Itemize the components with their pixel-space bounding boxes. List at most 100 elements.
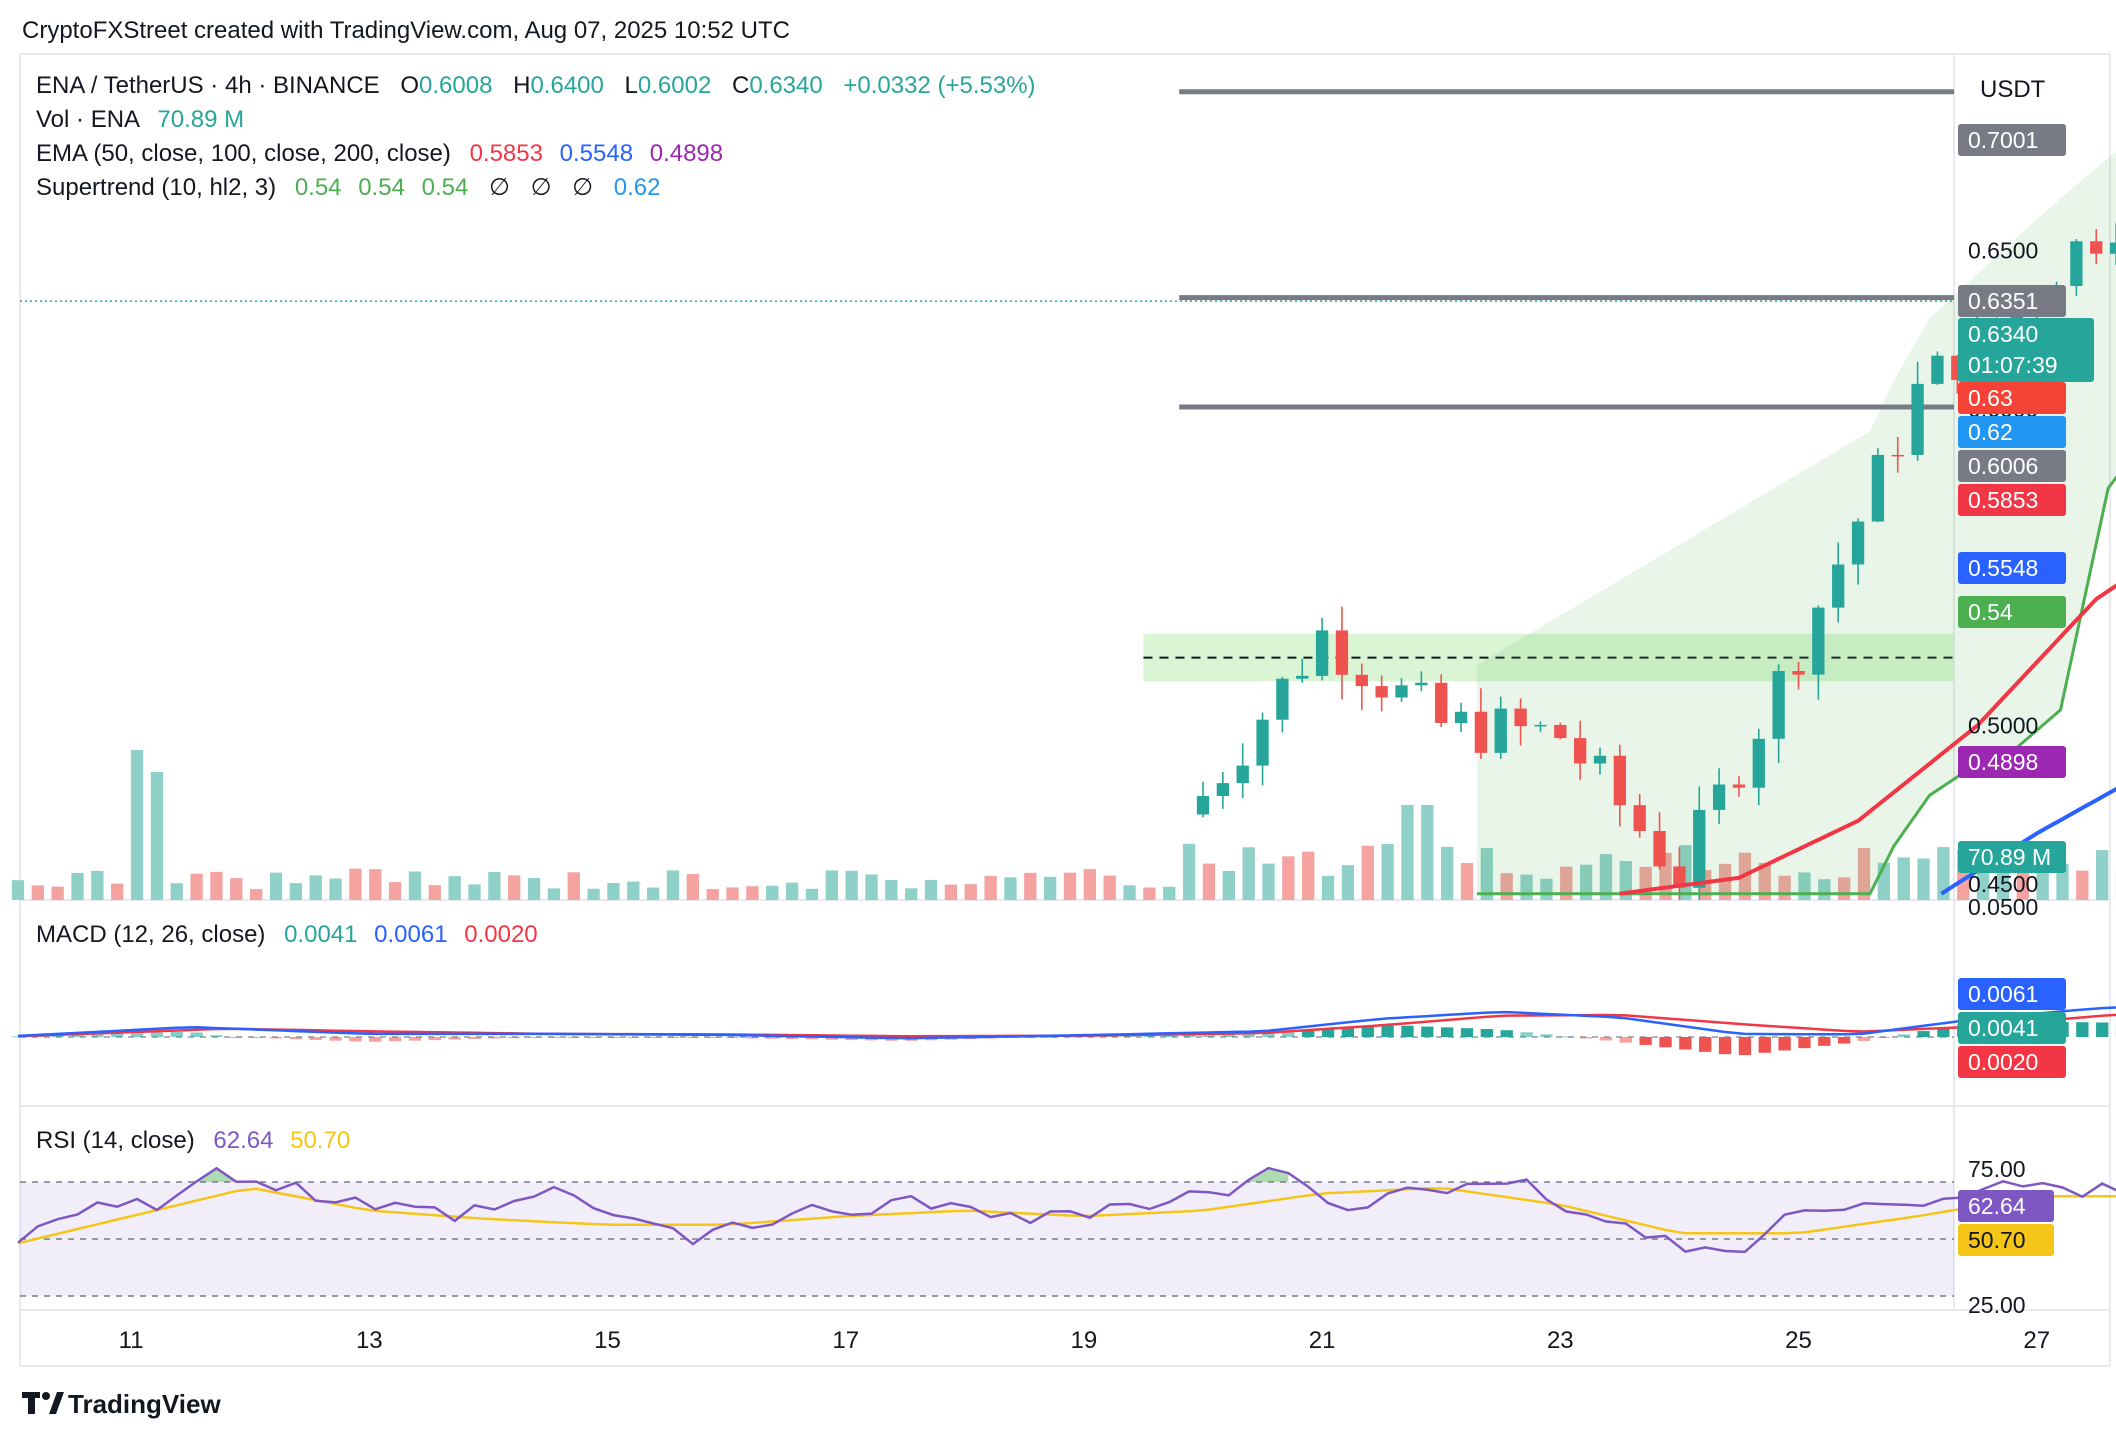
volume-bar <box>1222 870 1235 900</box>
currency-label[interactable]: USDT <box>1980 76 2046 103</box>
macd-hist-bar <box>686 1037 700 1038</box>
legend-supertrend-value-6: ∅ <box>572 174 593 201</box>
time-axis-label: 19 <box>1071 1327 1098 1354</box>
macd-hist-bar <box>250 1037 263 1038</box>
volume-bar <box>1619 861 1632 900</box>
volume-bar <box>686 874 700 900</box>
volume-bar <box>627 881 640 900</box>
volume-bar <box>349 868 362 900</box>
time-axis-label: 25 <box>1785 1327 1812 1354</box>
price-badge <box>1958 596 2066 628</box>
candle-body <box>1752 738 1765 788</box>
macd-histogram <box>11 1022 2116 1056</box>
macd-hist-bar <box>1619 1037 1632 1043</box>
horizontal-levels[interactable] <box>1179 89 1954 410</box>
macd-hist-bar <box>1639 1037 1652 1045</box>
candle-body <box>1375 686 1388 698</box>
rsi-badges: 62.64 50.70 <box>1958 1190 2054 1256</box>
volume-bar <box>1341 865 1355 900</box>
macd-hist-bar <box>1758 1037 1771 1053</box>
macd-hist-bar <box>1738 1037 1752 1056</box>
volume-bar <box>210 871 223 900</box>
volume-bar <box>1282 856 1295 900</box>
volume-bar <box>1996 866 2010 900</box>
legend-supertrend-value-3: 0.54 <box>422 174 469 201</box>
macd-hist-bar <box>289 1037 303 1040</box>
price-panel[interactable]: SellSellBuyBuy <box>11 89 2116 900</box>
macd-hist-bar <box>746 1037 759 1039</box>
volume-bar <box>785 882 799 900</box>
rsi-tick-25: 25.00 <box>1968 1292 2026 1318</box>
candle-body <box>1395 685 1408 698</box>
volume-bar <box>1441 846 1454 900</box>
rsi-line <box>17 1166 2116 1254</box>
macd-hist-bar <box>150 1032 164 1037</box>
candle-body <box>1554 724 1567 739</box>
macd-hist-bar <box>1877 1037 1891 1038</box>
macd-hist-bar <box>805 1037 819 1040</box>
volume-bar <box>1758 862 1771 900</box>
macd-hist-bar <box>1163 1034 1176 1037</box>
legend-symbol[interactable]: ENA / TetherUS · 4h · BINANCE <box>36 72 380 99</box>
price-badge <box>1958 450 2066 482</box>
volume-bar <box>250 889 263 900</box>
macd-hist-bar <box>508 1037 521 1038</box>
macd-hist-bar <box>1599 1037 1613 1041</box>
legend-ema-label[interactable]: EMA (50, close, 100, close, 200, close) <box>36 140 451 167</box>
volume-bar <box>448 876 461 900</box>
macd-hist-bar <box>349 1037 362 1042</box>
macd-label[interactable]: MACD (12, 26, close) <box>36 921 265 948</box>
rsi-badge <box>1958 1224 2054 1256</box>
price-badge-text: 0.63 <box>1968 385 2013 411</box>
volume-bar <box>1718 863 1732 900</box>
macd-hist-bar <box>1540 1034 1553 1037</box>
macd-hist-bar <box>1460 1028 1474 1037</box>
volume-bar <box>1480 848 1494 900</box>
legend-supertrend-label[interactable]: Supertrend (10, hl2, 3) <box>36 174 276 201</box>
price-badge <box>1958 552 2066 584</box>
legend-volume-label[interactable]: Vol · ENA <box>36 106 140 133</box>
candle-body <box>1871 454 1885 522</box>
price-tick: 0.4500 <box>1968 871 2038 897</box>
macd-hist-bar <box>269 1037 283 1039</box>
price-badge <box>1958 416 2066 448</box>
legend-supertrend-value-7: 0.62 <box>614 174 661 201</box>
volume-bar <box>1182 843 1196 900</box>
volume-bar <box>289 883 303 900</box>
macd-hist-bar <box>1143 1035 1156 1037</box>
legend-close-value: 0.6340 <box>749 72 822 99</box>
volume-bar <box>1937 847 1950 900</box>
macd-hist-bar <box>111 1033 124 1037</box>
rsi-panel[interactable]: RSI (14, close) 62.64 50.70 75.00 25.00 … <box>17 1127 2116 1318</box>
volume-bar <box>11 880 25 900</box>
volume-bar <box>666 870 680 900</box>
macd-panel[interactable]: MACD (12, 26, close) 0.0041 0.0061 0.002… <box>11 894 2116 1078</box>
macd-badge <box>1958 1012 2066 1044</box>
candle-body <box>1514 708 1527 727</box>
volume-bar <box>924 879 938 900</box>
ema-50-line[interactable] <box>1619 447 2116 896</box>
tradingview-logo[interactable]: TradingView <box>22 1389 221 1419</box>
macd-hist-bar <box>329 1037 342 1041</box>
macd-badge-text: 0.0041 <box>1968 1015 2038 1041</box>
volume-bar <box>1897 857 1910 900</box>
volume-bar <box>190 873 203 900</box>
macd-hist-bar <box>408 1037 422 1041</box>
macd-hist-bar <box>825 1037 838 1040</box>
time-axis[interactable]: 11131517192123252729Aug3579 <box>119 1327 2116 1354</box>
macd-hist-bar <box>2096 1022 2109 1037</box>
legend-open-key: O <box>400 72 419 99</box>
volume-bar <box>2076 870 2089 900</box>
volume-bar <box>984 875 997 900</box>
macd-hist-bar <box>1818 1037 1831 1046</box>
time-axis-label: 15 <box>594 1327 621 1354</box>
volume-bar <box>508 875 521 900</box>
candle-body <box>1891 454 1904 457</box>
macd-hist-bar <box>1520 1032 1533 1037</box>
volume-bar <box>1024 872 1037 900</box>
svg-text:ENA / TetherUS · 4h · BINANCE: ENA / TetherUS · 4h · BINANCE O0.6008 H0… <box>36 72 1036 99</box>
rsi-label[interactable]: RSI (14, close) <box>36 1127 195 1154</box>
macd-hist-bar <box>1044 1036 1057 1038</box>
legend-low-value: 0.6002 <box>638 72 711 99</box>
